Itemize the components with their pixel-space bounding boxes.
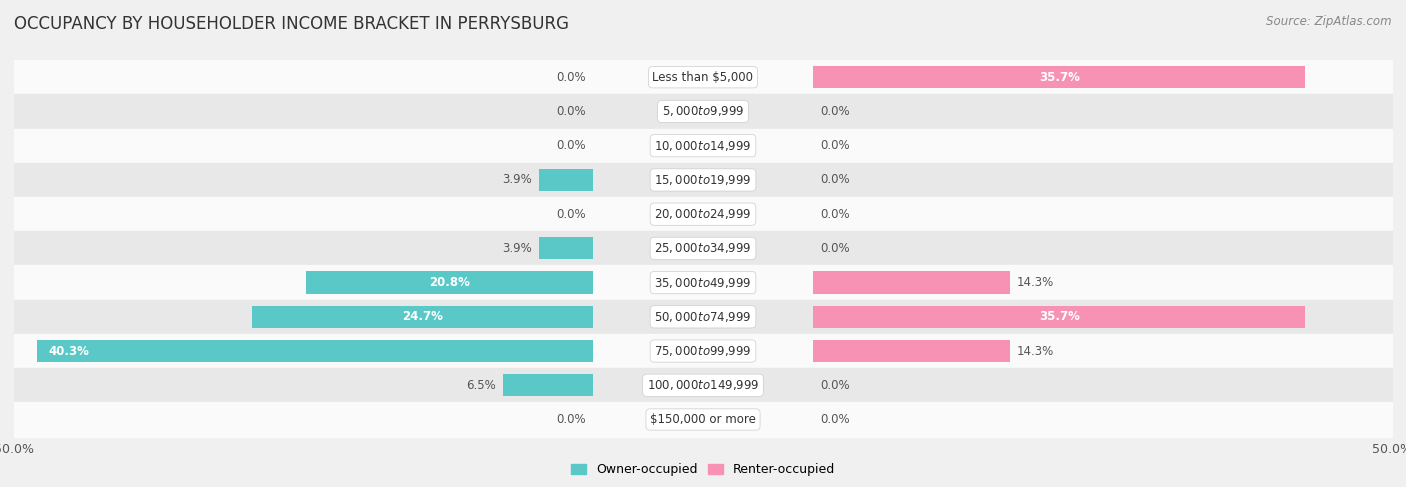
Text: 0.0%: 0.0% <box>557 139 586 152</box>
Text: 0.0%: 0.0% <box>557 105 586 118</box>
Bar <box>813 66 1305 88</box>
Text: 0.0%: 0.0% <box>820 207 849 221</box>
Text: $35,000 to $49,999: $35,000 to $49,999 <box>654 276 752 290</box>
Text: 14.3%: 14.3% <box>1017 344 1054 357</box>
Text: 0.0%: 0.0% <box>557 207 586 221</box>
Text: $50,000 to $74,999: $50,000 to $74,999 <box>654 310 752 324</box>
Text: $10,000 to $14,999: $10,000 to $14,999 <box>654 139 752 153</box>
Text: 20.8%: 20.8% <box>429 276 470 289</box>
Bar <box>813 340 1011 362</box>
Text: 0.0%: 0.0% <box>820 242 849 255</box>
Text: 0.0%: 0.0% <box>557 413 586 426</box>
Text: 3.9%: 3.9% <box>502 173 531 187</box>
Bar <box>503 374 593 396</box>
Bar <box>38 340 593 362</box>
Bar <box>307 271 593 294</box>
Bar <box>538 169 593 191</box>
Legend: Owner-occupied, Renter-occupied: Owner-occupied, Renter-occupied <box>567 458 839 482</box>
Text: 24.7%: 24.7% <box>402 310 443 323</box>
Text: 0.0%: 0.0% <box>820 379 849 392</box>
Bar <box>538 237 593 260</box>
Text: $20,000 to $24,999: $20,000 to $24,999 <box>654 207 752 221</box>
Text: 0.0%: 0.0% <box>820 413 849 426</box>
Bar <box>813 271 1011 294</box>
Text: Less than $5,000: Less than $5,000 <box>652 71 754 84</box>
Text: 3.9%: 3.9% <box>502 242 531 255</box>
Text: 14.3%: 14.3% <box>1017 276 1054 289</box>
Text: $15,000 to $19,999: $15,000 to $19,999 <box>654 173 752 187</box>
Text: $5,000 to $9,999: $5,000 to $9,999 <box>662 105 744 118</box>
Text: $100,000 to $149,999: $100,000 to $149,999 <box>647 378 759 392</box>
Text: 35.7%: 35.7% <box>1039 71 1080 84</box>
Text: Source: ZipAtlas.com: Source: ZipAtlas.com <box>1267 15 1392 28</box>
Text: 40.3%: 40.3% <box>48 344 90 357</box>
Text: 0.0%: 0.0% <box>820 173 849 187</box>
Text: 0.0%: 0.0% <box>820 139 849 152</box>
Text: 0.0%: 0.0% <box>820 105 849 118</box>
Text: 0.0%: 0.0% <box>557 71 586 84</box>
Bar <box>813 306 1305 328</box>
Text: $75,000 to $99,999: $75,000 to $99,999 <box>654 344 752 358</box>
Text: 35.7%: 35.7% <box>1039 310 1080 323</box>
Text: OCCUPANCY BY HOUSEHOLDER INCOME BRACKET IN PERRYSBURG: OCCUPANCY BY HOUSEHOLDER INCOME BRACKET … <box>14 15 569 33</box>
Text: 6.5%: 6.5% <box>467 379 496 392</box>
Bar <box>253 306 593 328</box>
Text: $25,000 to $34,999: $25,000 to $34,999 <box>654 242 752 255</box>
Text: $150,000 or more: $150,000 or more <box>650 413 756 426</box>
